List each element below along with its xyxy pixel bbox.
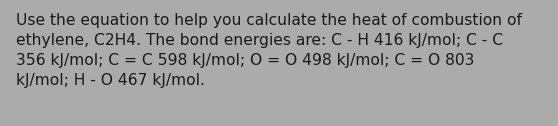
Text: Use the equation to help you calculate the heat of combustion of
ethylene, C2H4.: Use the equation to help you calculate t… [16, 13, 522, 88]
